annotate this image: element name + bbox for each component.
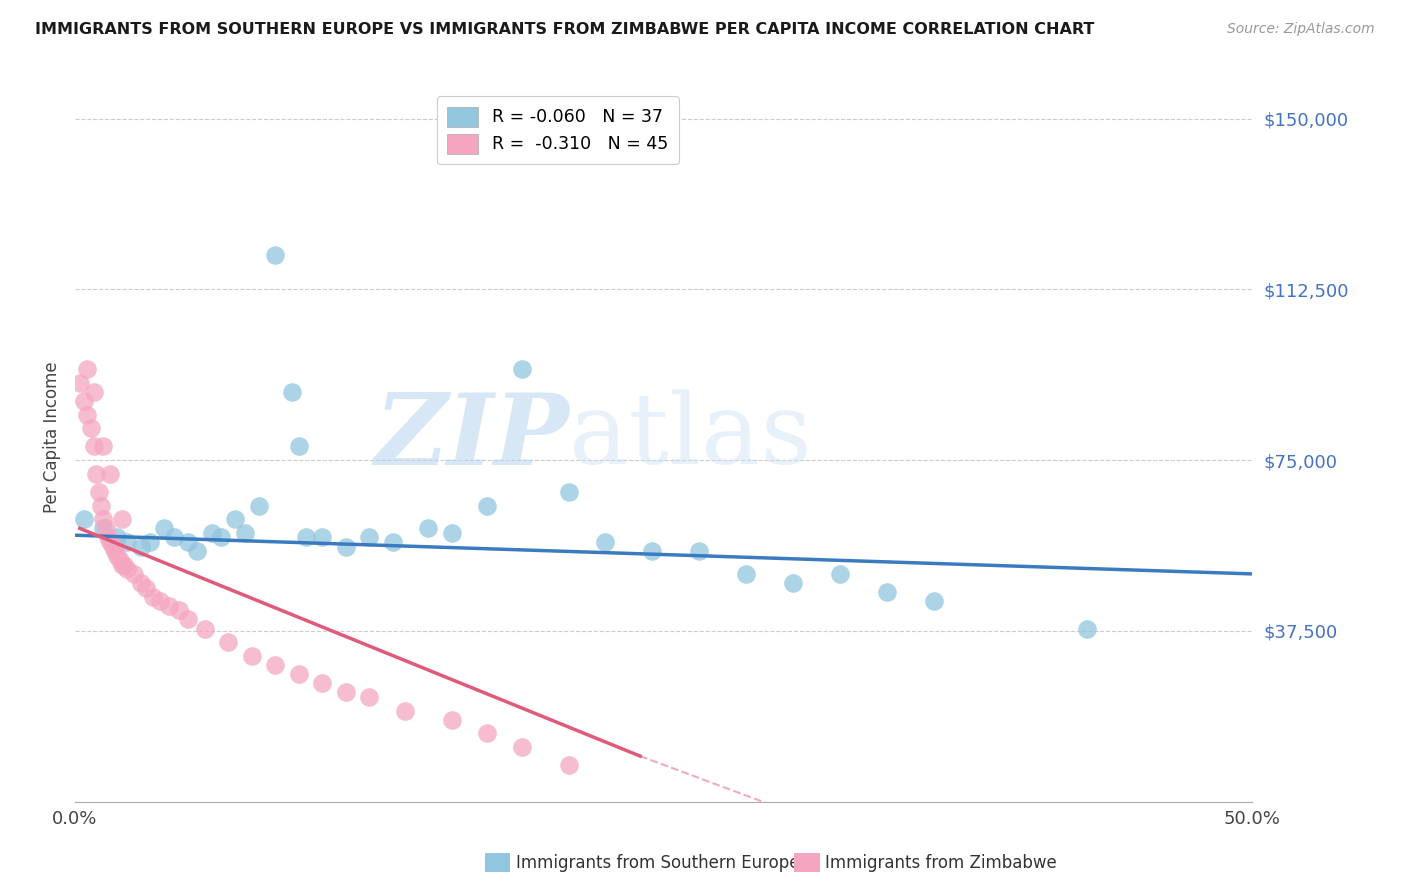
Point bbox=[115, 535, 138, 549]
Point bbox=[294, 531, 316, 545]
Point bbox=[87, 485, 110, 500]
Point bbox=[83, 384, 105, 399]
Point bbox=[91, 439, 114, 453]
Point bbox=[359, 690, 381, 704]
Point bbox=[558, 485, 581, 500]
Point bbox=[688, 544, 710, 558]
Point bbox=[440, 525, 463, 540]
Point bbox=[73, 393, 96, 408]
Point bbox=[264, 248, 287, 262]
Point bbox=[129, 540, 152, 554]
Point bbox=[83, 439, 105, 453]
Point bbox=[830, 566, 852, 581]
Point bbox=[105, 531, 128, 545]
Point bbox=[247, 499, 270, 513]
Point bbox=[129, 576, 152, 591]
Point bbox=[115, 562, 138, 576]
Point bbox=[224, 512, 246, 526]
Point bbox=[91, 512, 114, 526]
Point bbox=[558, 758, 581, 772]
Point bbox=[209, 531, 232, 545]
Point bbox=[782, 576, 804, 591]
Point bbox=[135, 581, 157, 595]
Point bbox=[217, 635, 239, 649]
Point bbox=[641, 544, 664, 558]
Point bbox=[153, 521, 176, 535]
Point bbox=[381, 535, 404, 549]
Point bbox=[98, 467, 121, 481]
Point bbox=[440, 713, 463, 727]
Point bbox=[142, 590, 165, 604]
Text: Immigrants from Zimbabwe: Immigrants from Zimbabwe bbox=[825, 854, 1057, 871]
Point bbox=[193, 622, 215, 636]
Point bbox=[90, 499, 112, 513]
Point bbox=[311, 676, 333, 690]
Point bbox=[177, 612, 200, 626]
Point bbox=[97, 531, 120, 545]
Point bbox=[111, 558, 134, 572]
Point bbox=[264, 658, 287, 673]
Point bbox=[240, 648, 263, 663]
Point bbox=[233, 525, 256, 540]
Point bbox=[418, 521, 440, 535]
Point bbox=[359, 531, 381, 545]
Point bbox=[335, 540, 357, 554]
Point bbox=[94, 521, 117, 535]
Point bbox=[80, 421, 103, 435]
Point bbox=[114, 558, 136, 572]
Point bbox=[200, 525, 222, 540]
Point bbox=[108, 553, 131, 567]
Point bbox=[69, 376, 91, 390]
Point bbox=[287, 439, 309, 453]
Point bbox=[335, 685, 357, 699]
Point bbox=[512, 739, 534, 754]
Text: IMMIGRANTS FROM SOUTHERN EUROPE VS IMMIGRANTS FROM ZIMBABWE PER CAPITA INCOME CO: IMMIGRANTS FROM SOUTHERN EUROPE VS IMMIG… bbox=[35, 22, 1094, 37]
Point bbox=[311, 531, 333, 545]
Point bbox=[924, 594, 946, 608]
Point bbox=[98, 535, 121, 549]
Point bbox=[76, 408, 98, 422]
Point bbox=[163, 531, 186, 545]
Point bbox=[105, 549, 128, 563]
Point bbox=[91, 521, 114, 535]
Point bbox=[394, 704, 416, 718]
Text: Immigrants from Southern Europe: Immigrants from Southern Europe bbox=[516, 854, 800, 871]
Point bbox=[149, 594, 172, 608]
Legend: R = -0.060   N = 37, R =  -0.310   N = 45: R = -0.060 N = 37, R = -0.310 N = 45 bbox=[436, 96, 679, 164]
Point bbox=[735, 566, 758, 581]
Point bbox=[512, 362, 534, 376]
Point bbox=[157, 599, 180, 613]
Point bbox=[287, 667, 309, 681]
Point bbox=[101, 540, 124, 554]
Point bbox=[186, 544, 208, 558]
Point bbox=[177, 535, 200, 549]
Text: ZIP: ZIP bbox=[374, 389, 569, 485]
Point bbox=[139, 535, 162, 549]
Point bbox=[876, 585, 898, 599]
Text: Source: ZipAtlas.com: Source: ZipAtlas.com bbox=[1227, 22, 1375, 37]
Text: atlas: atlas bbox=[569, 390, 813, 485]
Point bbox=[84, 467, 107, 481]
Y-axis label: Per Capita Income: Per Capita Income bbox=[44, 361, 60, 513]
Point bbox=[104, 544, 127, 558]
Point bbox=[475, 499, 498, 513]
Point bbox=[73, 512, 96, 526]
Point bbox=[111, 512, 134, 526]
Point bbox=[122, 566, 145, 581]
Point bbox=[475, 726, 498, 740]
Point bbox=[167, 603, 190, 617]
Point bbox=[76, 362, 98, 376]
Point bbox=[593, 535, 616, 549]
Point bbox=[1076, 622, 1098, 636]
Point bbox=[280, 384, 302, 399]
